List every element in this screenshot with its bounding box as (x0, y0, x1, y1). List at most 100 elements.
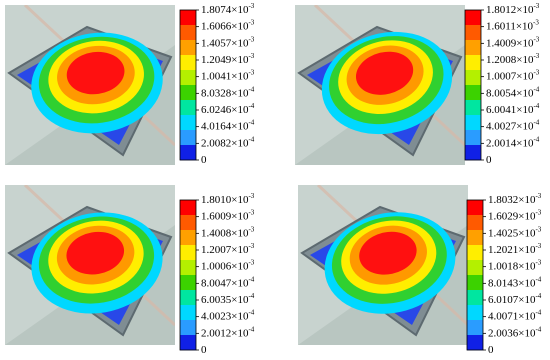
label-exponent: -3 (533, 35, 539, 43)
colorbar-segment (465, 145, 481, 161)
label-mantissa: 6.0246×10 (201, 104, 249, 116)
colorbar-segment (180, 215, 196, 231)
colorbar-segment (467, 215, 483, 231)
colorbar-segment (465, 40, 481, 56)
colorbar-segment (465, 85, 481, 101)
colorbar-segment (465, 130, 481, 146)
colorbar-label: 1.8012×10-3 (486, 2, 540, 16)
colorbar-segment (180, 275, 196, 291)
label-mantissa: 8.0143×10 (488, 277, 536, 289)
colorbar-label: 4.0023×10-4 (201, 308, 255, 322)
label-mantissa: 1.4025×10 (488, 227, 536, 239)
colorbar-border (464, 9, 482, 161)
label-exponent: -3 (535, 192, 541, 200)
colorbar-label: 2.0012×10-4 (201, 325, 255, 339)
label-mantissa: 8.0328×10 (201, 87, 249, 99)
label-mantissa: 4.0164×10 (201, 120, 249, 132)
contour (321, 31, 453, 135)
label-mantissa: 0 (488, 344, 494, 356)
colorbar-label: 6.0035×10-4 (201, 292, 255, 306)
colorbar-segment (180, 100, 196, 116)
simulation-image (5, 5, 175, 165)
simulation-image (5, 185, 175, 345)
simulation-image (295, 5, 465, 165)
label-exponent: -3 (248, 2, 254, 10)
label-mantissa: 4.0023×10 (201, 310, 249, 322)
label-mantissa: 1.2021×10 (488, 244, 536, 256)
colorbar-segment (180, 305, 196, 321)
colorbar-label: 1.0041×10-3 (201, 68, 255, 82)
contour (31, 212, 163, 314)
label-mantissa: 1.6029×10 (488, 210, 536, 222)
label-mantissa: 1.2008×10 (486, 54, 534, 66)
colorbar-segment (465, 115, 481, 131)
colorbar-label: 6.0107×10-4 (488, 292, 542, 306)
label-exponent: -4 (248, 308, 254, 316)
colorbar-segment (465, 70, 481, 86)
colorbar-label: 1.2021×10-3 (488, 242, 542, 256)
label-mantissa: 2.0014×10 (486, 137, 534, 149)
label-exponent: -3 (248, 192, 254, 200)
colorbar-segment (465, 10, 481, 26)
contour-band (66, 231, 125, 275)
colorbar-border (179, 199, 197, 351)
label-mantissa: 6.0107×10 (488, 294, 536, 306)
label-mantissa: 1.0007×10 (486, 70, 534, 82)
label-mantissa: 1.0018×10 (488, 260, 536, 272)
colorbar-segment (467, 260, 483, 276)
colorbar-segment (467, 245, 483, 261)
label-exponent: -4 (248, 102, 254, 110)
label-mantissa: 1.4057×10 (201, 37, 249, 49)
colorbar-segment (465, 25, 481, 41)
label-mantissa: 1.6009×10 (201, 210, 249, 222)
label-exponent: -3 (248, 208, 254, 216)
colorbar-border (466, 199, 484, 351)
label-exponent: -3 (248, 242, 254, 250)
colorbar-segment (180, 55, 196, 71)
label-mantissa: 2.0012×10 (201, 327, 249, 339)
label-exponent: -4 (248, 135, 254, 143)
colorbar-label: 1.6011×10-3 (486, 18, 539, 32)
label-exponent: -3 (248, 225, 254, 233)
contour-band (359, 231, 417, 275)
colorbar-border (179, 9, 197, 161)
label-mantissa: 2.0082×10 (201, 137, 249, 149)
colorbar-label: 6.0246×10-4 (201, 102, 255, 116)
colorbar-segment (467, 290, 483, 306)
label-exponent: -3 (248, 18, 254, 26)
colorbar-segment (180, 320, 196, 336)
label-mantissa: 1.4009×10 (486, 37, 534, 49)
colorbar-segment (180, 145, 196, 161)
label-exponent: -4 (248, 85, 254, 93)
colorbar-label: 4.0027×10-4 (486, 118, 540, 132)
colorbar-label: 0 (486, 154, 492, 166)
label-mantissa: 1.2007×10 (201, 244, 249, 256)
label-mantissa: 1.4008×10 (201, 227, 249, 239)
colorbar-label: 8.0143×10-4 (488, 275, 542, 289)
label-mantissa: 0 (486, 154, 492, 166)
label-exponent: -3 (248, 68, 254, 76)
colorbar-segment (180, 85, 196, 101)
colorbar-label: 8.0328×10-4 (201, 85, 255, 99)
colorbar-segment (180, 290, 196, 306)
label-exponent: -4 (535, 325, 541, 333)
contour (324, 212, 456, 314)
label-exponent: -4 (535, 275, 541, 283)
colorbar-segment (465, 100, 481, 116)
colorbar-label: 4.0071×10-4 (488, 308, 542, 322)
colorbar-segment (180, 230, 196, 246)
colorbar-label: 1.2007×10-3 (201, 242, 255, 256)
label-mantissa: 6.0035×10 (201, 294, 249, 306)
label-exponent: -3 (248, 258, 254, 266)
label-exponent: -3 (533, 18, 539, 26)
colorbar-segment (467, 305, 483, 321)
label-mantissa: 0 (201, 344, 207, 356)
colorbar-label: 1.8032×10-3 (488, 192, 542, 206)
contour-band (355, 51, 414, 95)
contour (31, 32, 163, 134)
colorbar-label: 4.0164×10-4 (201, 118, 255, 132)
colorbar-segment (467, 275, 483, 291)
label-mantissa: 1.2049×10 (201, 54, 249, 66)
label-exponent: -4 (533, 85, 539, 93)
label-exponent: -4 (535, 292, 541, 300)
